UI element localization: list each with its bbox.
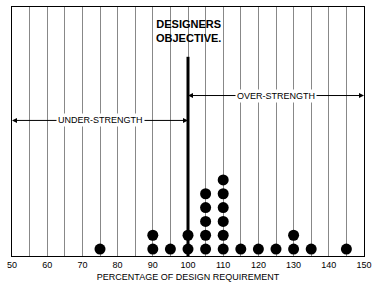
svg-text:50: 50 [7,260,17,270]
svg-text:60: 60 [42,260,52,270]
svg-text:90: 90 [148,260,158,270]
svg-text:80: 80 [113,260,123,270]
svg-text:110: 110 [216,260,230,270]
svg-text:130: 130 [286,260,301,270]
svg-text:140: 140 [321,260,336,270]
svg-text:120: 120 [251,260,266,270]
svg-text:OVER-STRENGTH: OVER-STRENGTH [237,91,315,101]
svg-text:150: 150 [356,260,371,270]
svg-text:100: 100 [180,260,195,270]
svg-text:UNDER-STRENGTH: UNDER-STRENGTH [58,115,143,125]
svg-text:PERCENTAGE OF DESIGN REQUIREME: PERCENTAGE OF DESIGN REQUIREMENT [97,272,280,282]
svg-text:70: 70 [77,260,87,270]
svg-text:DESIGNERSOBJECTIVE.: DESIGNERSOBJECTIVE. [156,18,221,44]
